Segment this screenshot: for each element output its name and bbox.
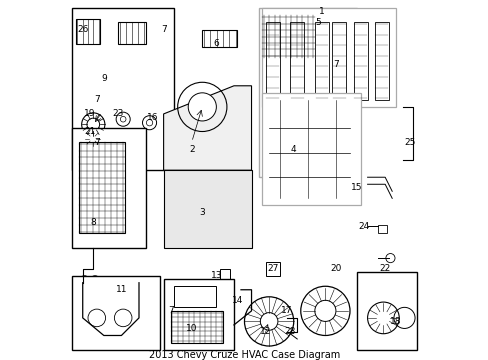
Text: 7: 7: [94, 138, 100, 147]
Text: 10: 10: [185, 324, 197, 333]
Text: 22: 22: [379, 264, 390, 273]
Text: 1: 1: [318, 8, 324, 17]
Bar: [163, 279, 233, 350]
Bar: [262, 93, 360, 205]
Text: 16: 16: [147, 113, 159, 122]
Text: 8: 8: [90, 219, 96, 228]
Bar: [265, 262, 279, 276]
Text: 11: 11: [116, 285, 127, 294]
Bar: [265, 22, 279, 100]
Text: 2: 2: [188, 145, 194, 154]
Bar: [332, 22, 346, 100]
Circle shape: [87, 118, 100, 131]
Bar: [374, 22, 388, 100]
Text: 7: 7: [161, 25, 166, 34]
Text: 9: 9: [101, 74, 106, 83]
Text: 12: 12: [260, 328, 271, 337]
Bar: [170, 311, 223, 342]
Bar: [72, 8, 174, 170]
Text: 4: 4: [290, 145, 296, 154]
Polygon shape: [163, 86, 251, 170]
Text: 6: 6: [213, 39, 219, 48]
Text: 23: 23: [112, 109, 123, 118]
Bar: [314, 22, 328, 100]
Text: 28: 28: [284, 328, 295, 337]
Bar: [356, 272, 416, 350]
Text: 14: 14: [231, 296, 243, 305]
Text: 20: 20: [329, 264, 341, 273]
Circle shape: [120, 116, 126, 122]
Text: 7: 7: [332, 60, 338, 69]
Circle shape: [188, 93, 216, 121]
Circle shape: [314, 300, 335, 321]
Bar: [353, 22, 367, 100]
Text: 3: 3: [199, 208, 205, 217]
Polygon shape: [163, 170, 251, 248]
Text: 2013 Chevy Cruze HVAC Case Diagram: 2013 Chevy Cruze HVAC Case Diagram: [148, 350, 340, 360]
Text: 25: 25: [403, 138, 415, 147]
Text: 7: 7: [94, 95, 100, 104]
Bar: [72, 276, 160, 350]
Text: 18: 18: [389, 317, 401, 326]
Bar: [79, 142, 124, 234]
Text: 26: 26: [77, 25, 88, 34]
Bar: [262, 15, 314, 58]
Bar: [72, 128, 146, 248]
Bar: [220, 269, 230, 279]
Bar: [258, 8, 356, 177]
Text: 27: 27: [266, 264, 278, 273]
Bar: [202, 30, 237, 47]
Bar: [76, 19, 100, 44]
Text: 15: 15: [350, 183, 362, 192]
Text: 7: 7: [167, 306, 173, 315]
Bar: [262, 8, 395, 107]
Text: 13: 13: [210, 271, 222, 280]
Circle shape: [260, 312, 277, 330]
Text: 19: 19: [84, 109, 95, 118]
Text: 17: 17: [281, 306, 292, 315]
Bar: [377, 225, 386, 234]
Text: 21: 21: [84, 127, 95, 136]
Bar: [174, 286, 216, 307]
Text: 5: 5: [315, 18, 321, 27]
Bar: [289, 22, 304, 100]
Text: 24: 24: [358, 222, 369, 231]
Bar: [118, 22, 146, 44]
Circle shape: [89, 135, 96, 142]
Circle shape: [146, 120, 152, 126]
